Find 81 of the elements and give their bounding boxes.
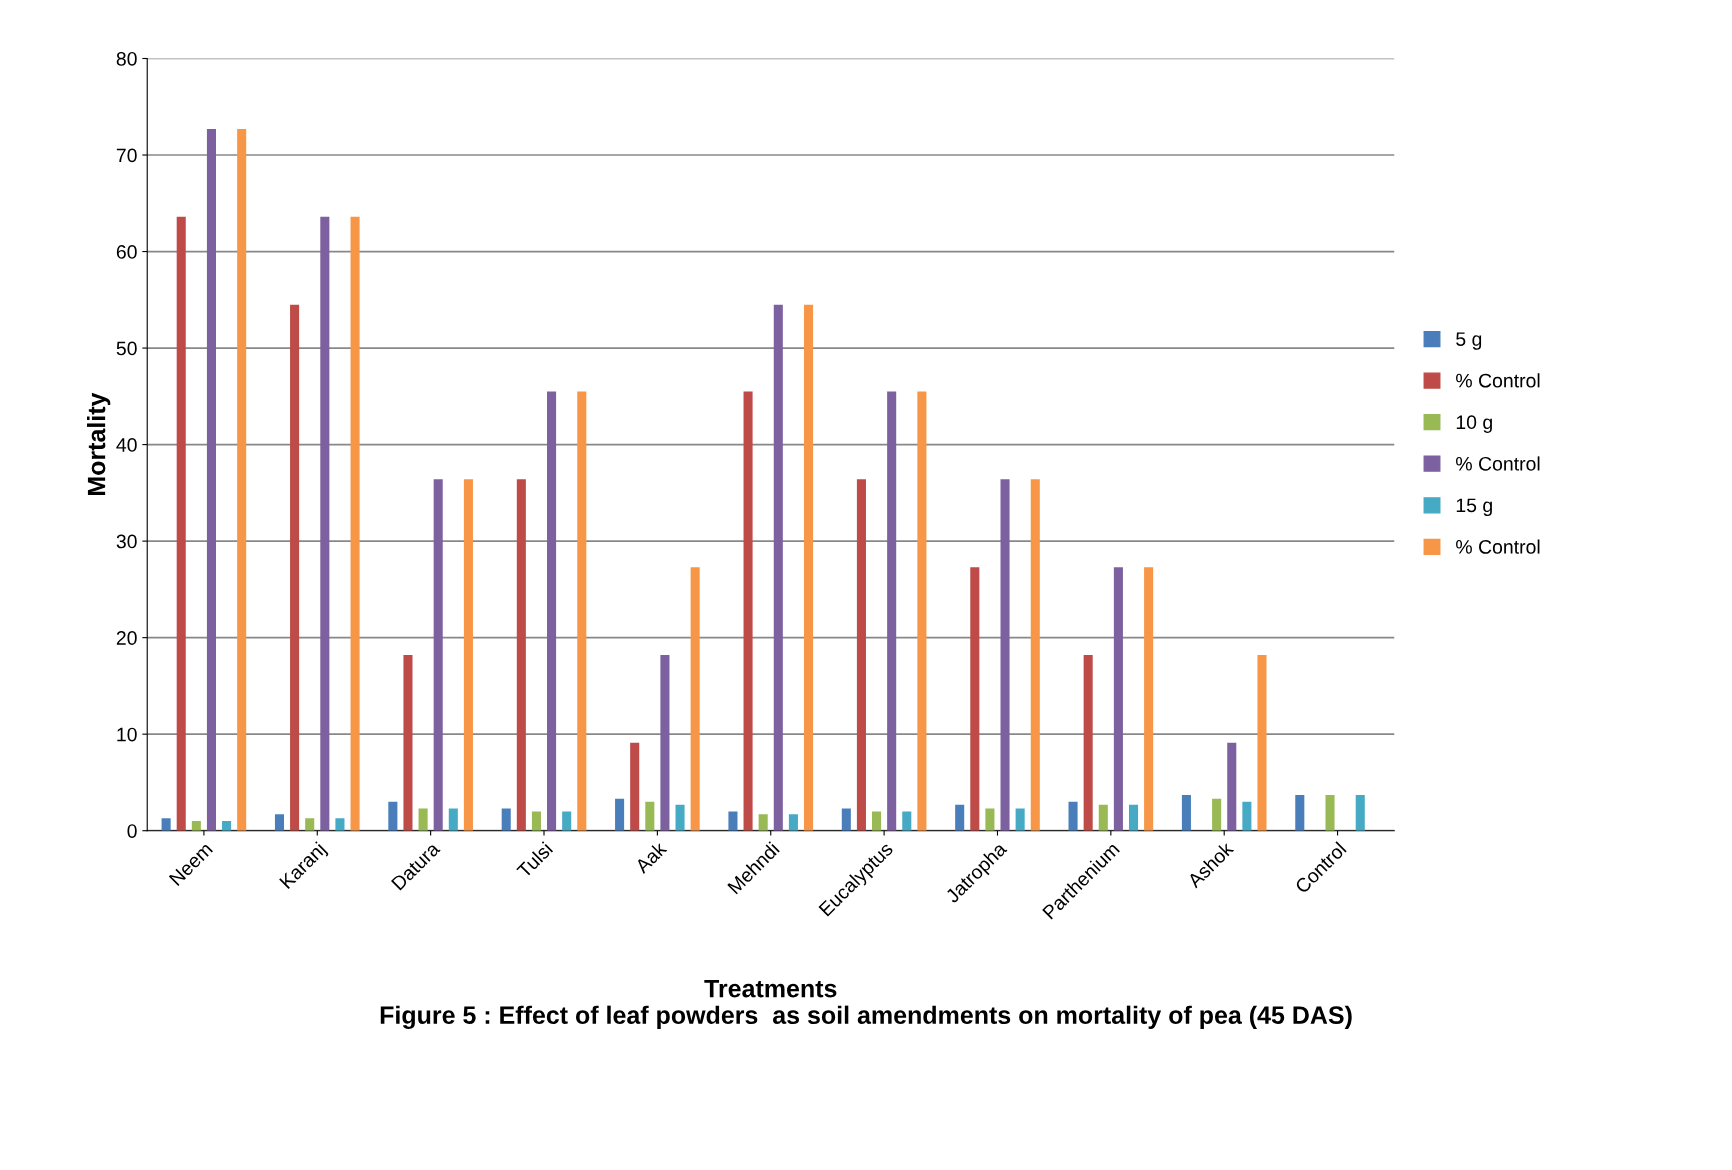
bar <box>1257 655 1267 831</box>
bar <box>433 479 443 831</box>
bar <box>1295 794 1305 831</box>
legend-label: % Control <box>1456 539 1540 554</box>
bar <box>418 808 428 831</box>
y-axis-title: Mortality <box>87 392 111 496</box>
bar <box>1015 808 1025 831</box>
y-tick-label: 60 <box>116 245 137 259</box>
bar <box>917 391 927 831</box>
bar <box>630 742 640 831</box>
bar <box>206 128 216 831</box>
legend-label: 15 g <box>1456 498 1492 517</box>
bar <box>1128 804 1139 831</box>
y-tick-label: 10 <box>117 727 137 742</box>
y-tick-label: 20 <box>116 631 137 645</box>
bar <box>1068 801 1078 831</box>
bar <box>335 818 345 831</box>
y-tick-label: 70 <box>116 148 137 163</box>
bar <box>1000 479 1010 831</box>
x-axis-title: Treatments <box>704 980 837 998</box>
bar <box>660 655 670 831</box>
bar <box>350 216 360 831</box>
bar <box>1325 794 1335 831</box>
bar <box>758 814 768 831</box>
bar <box>237 128 247 831</box>
bar <box>985 808 995 831</box>
text: Figure 5 : Effect of leaf powders as soil amendments on mortality of pea (45 DAS) <box>380 1005 1352 1030</box>
bar <box>1144 567 1154 831</box>
bar <box>516 479 526 831</box>
bar <box>690 567 700 831</box>
bar <box>841 808 851 831</box>
bar <box>191 821 201 831</box>
bar <box>887 391 897 831</box>
bar <box>743 391 753 831</box>
bar <box>388 801 398 831</box>
bar <box>501 808 511 831</box>
y-tick-label: 30 <box>116 534 137 549</box>
bar <box>274 814 285 831</box>
bar <box>562 811 572 831</box>
bar <box>773 304 783 831</box>
bar <box>1181 794 1191 831</box>
bar <box>547 391 557 831</box>
x-tick-label: Aak <box>633 840 668 875</box>
bar <box>320 216 330 831</box>
bar <box>176 216 186 831</box>
bar <box>645 801 655 831</box>
bar <box>1355 794 1365 831</box>
legend-label: % Control <box>1456 373 1540 388</box>
y-tick-label: 0 <box>127 824 137 838</box>
y-tick-label: 80 <box>116 51 137 66</box>
bar <box>955 804 965 831</box>
bar <box>1030 479 1040 831</box>
bar <box>577 391 587 831</box>
bar <box>856 479 866 831</box>
y-tick-label: 40 <box>116 438 137 452</box>
bar <box>970 567 980 831</box>
bar <box>1227 742 1237 831</box>
bar <box>803 304 814 831</box>
bar <box>675 804 685 831</box>
bar <box>290 304 300 831</box>
bar <box>728 811 738 831</box>
legend-label: 5 g <box>1456 332 1482 350</box>
bar <box>305 818 315 831</box>
legend-label: % Control <box>1456 456 1540 471</box>
bar <box>902 811 912 831</box>
bar <box>1242 801 1252 831</box>
bar <box>531 811 541 831</box>
legend-label: 10 g <box>1456 415 1492 433</box>
bar <box>615 798 625 831</box>
bar <box>788 814 798 831</box>
bar <box>872 811 882 831</box>
bar <box>403 655 413 831</box>
bar <box>1212 798 1222 831</box>
bar <box>448 808 458 831</box>
bar <box>1113 567 1123 831</box>
y-tick-label: 50 <box>116 341 137 356</box>
bar <box>1098 804 1108 831</box>
bar <box>161 818 171 831</box>
bar <box>1083 655 1093 831</box>
bar <box>222 821 232 831</box>
bar <box>463 479 473 831</box>
